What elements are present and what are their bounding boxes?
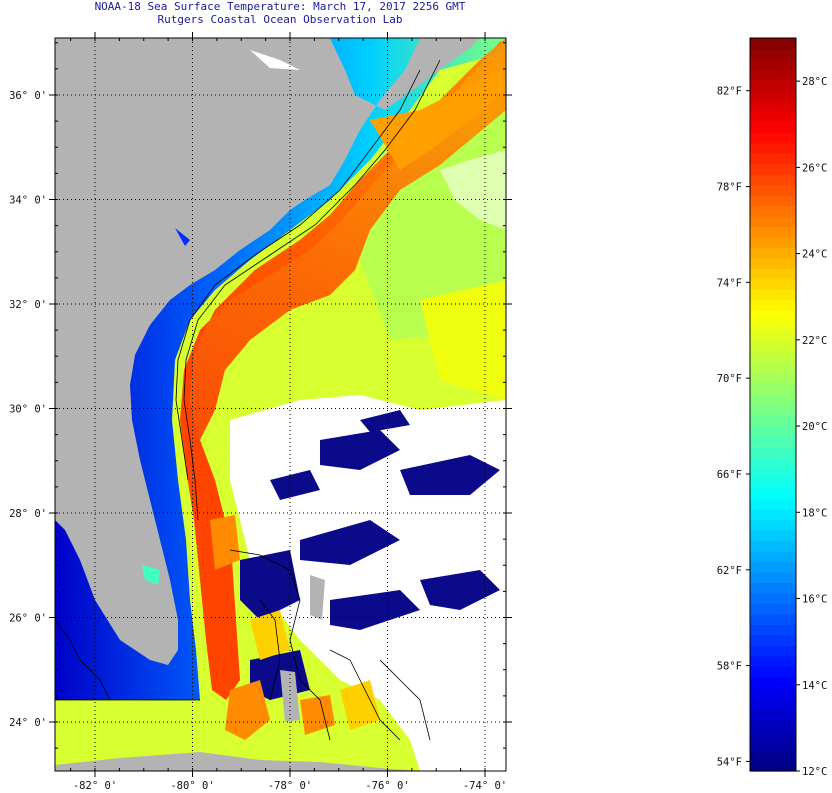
lat-label: 26° 0' xyxy=(9,613,47,625)
lon-label: -78° 0' xyxy=(268,780,312,792)
lon-label: -76° 0' xyxy=(365,780,409,792)
map-axes: 24° 0' 26° 0' 28° 0' 30° 0' 32° 0' 34° 0' 36° … xyxy=(9,32,512,792)
lat-label: 30° 0' xyxy=(9,404,47,416)
lake-okeechobee xyxy=(142,565,160,585)
map-title: NOAA-18 Sea Surface Temperature: March 1… xyxy=(94,0,466,13)
lon-label: -80° 0' xyxy=(170,780,214,792)
land-cuba xyxy=(55,752,420,771)
land-florida-west xyxy=(55,440,160,660)
gulf-stream xyxy=(180,40,506,700)
lat-label: 32° 0' xyxy=(9,299,47,311)
lake xyxy=(250,50,300,70)
map-frame xyxy=(54,37,507,772)
title-block: NOAA-18 Sea Surface Temperature: March 1… xyxy=(0,0,560,26)
warm-patch xyxy=(250,610,380,730)
land-island xyxy=(280,670,300,722)
lat-label: 24° 0' xyxy=(9,717,47,729)
cloud-cover xyxy=(440,150,506,230)
lon-label: -82° 0' xyxy=(73,780,117,792)
lat-label: 28° 0' xyxy=(9,508,47,520)
lon-label: -74° 0' xyxy=(463,780,507,792)
map-subtitle: Rutgers Coastal Ocean Observation Lab xyxy=(157,13,403,26)
land-mainland xyxy=(55,38,480,665)
lat-label: 36° 0' xyxy=(9,90,47,102)
lake xyxy=(175,228,190,246)
lat-label: 34° 0' xyxy=(9,195,47,207)
land-island xyxy=(310,575,325,620)
bathymetry-contours xyxy=(55,59,441,741)
